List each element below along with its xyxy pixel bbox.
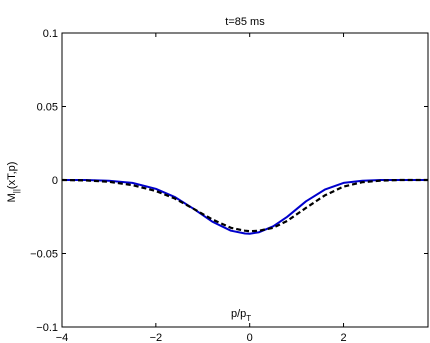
y-axis-label-sub: || [12, 189, 21, 193]
y-tick-label: −0.05 [30, 249, 58, 261]
x-axis-label: p/pT [231, 308, 251, 323]
plot-lines [61, 178, 428, 235]
series-line-1 [62, 179, 428, 235]
y-axis-label-main: M [6, 193, 18, 202]
x-ticks: −4 −2 0 2 [56, 33, 347, 343]
x-axis-label-sub: T [246, 314, 251, 323]
y-tick-label: −0.1 [36, 322, 58, 334]
y-tick-label: 0.05 [37, 102, 58, 114]
y-ticks: −0.1 −0.05 0 0.05 0.1 [30, 28, 428, 334]
y-tick-label: 0.1 [43, 28, 58, 40]
y-tick-label: 0 [52, 175, 58, 187]
y-axis-label-rest: (xT,p) [6, 162, 18, 190]
x-tick-label: 2 [340, 332, 346, 343]
x-axis-label-main: p/p [231, 308, 246, 320]
x-tick-label: 0 [247, 332, 253, 343]
y-axis-label: M||(xT,p) [6, 162, 21, 203]
x-tick-label: −4 [56, 332, 69, 343]
x-tick-label: −2 [150, 332, 163, 343]
chart-title: t=85 ms [225, 16, 265, 28]
series-line-2 [61, 178, 428, 233]
